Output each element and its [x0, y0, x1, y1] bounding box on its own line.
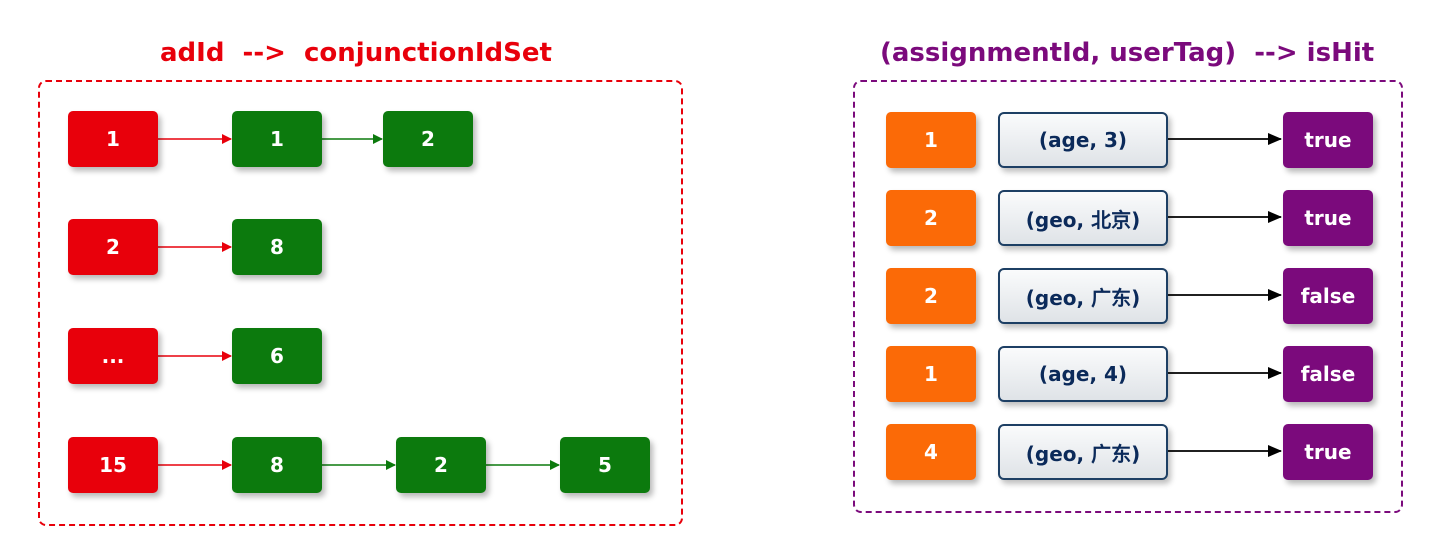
- is-hit-box: true: [1283, 190, 1373, 246]
- assignment-id-box: 4: [886, 424, 976, 480]
- assignment-id-box: 1: [886, 346, 976, 402]
- left-frame: [38, 80, 683, 526]
- assignment-id-box: 2: [886, 190, 976, 246]
- user-tag-box: (geo, 广东): [998, 268, 1168, 324]
- conjunction-id-box: 6: [232, 328, 322, 384]
- right-title: (assignmentId, userTag) --> isHit: [880, 38, 1375, 68]
- user-tag-box: (age, 4): [998, 346, 1168, 402]
- adid-box: 15: [68, 437, 158, 493]
- adid-box: 2: [68, 219, 158, 275]
- assignment-id-box: 1: [886, 112, 976, 168]
- conjunction-id-box: 8: [232, 437, 322, 493]
- conjunction-id-box: 2: [396, 437, 486, 493]
- adid-box: 1: [68, 111, 158, 167]
- adid-box: ...: [68, 328, 158, 384]
- is-hit-box: true: [1283, 112, 1373, 168]
- left-title: adId --> conjunctionIdSet: [160, 38, 552, 68]
- conjunction-id-box: 8: [232, 219, 322, 275]
- is-hit-box: true: [1283, 424, 1373, 480]
- user-tag-box: (geo, 广东): [998, 424, 1168, 480]
- conjunction-id-box: 2: [383, 111, 473, 167]
- conjunction-id-box: 1: [232, 111, 322, 167]
- assignment-id-box: 2: [886, 268, 976, 324]
- conjunction-id-box: 5: [560, 437, 650, 493]
- is-hit-box: false: [1283, 346, 1373, 402]
- user-tag-box: (geo, 北京): [998, 190, 1168, 246]
- user-tag-box: (age, 3): [998, 112, 1168, 168]
- right-frame: [853, 80, 1403, 513]
- is-hit-box: false: [1283, 268, 1373, 324]
